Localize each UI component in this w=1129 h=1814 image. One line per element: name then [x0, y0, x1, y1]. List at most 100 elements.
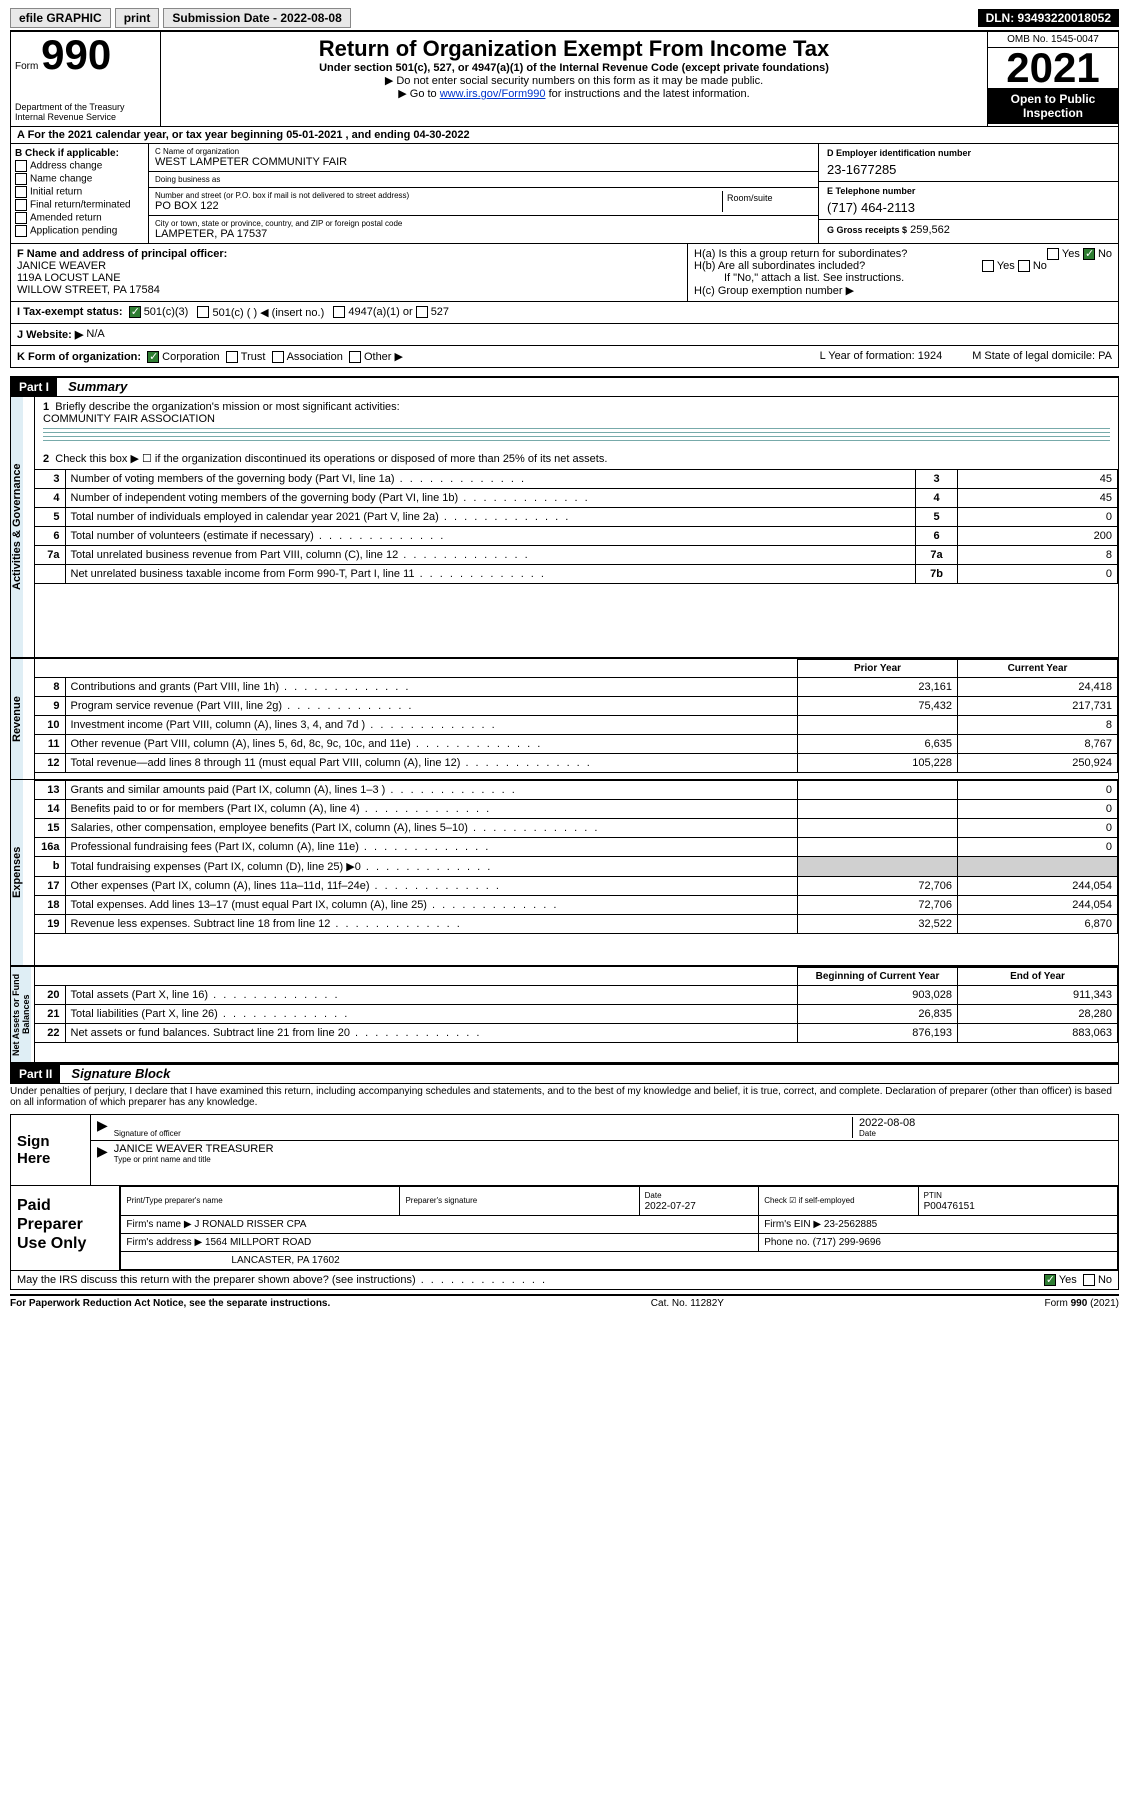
row-j: J Website: ▶ N/A [10, 324, 1119, 346]
h-a: H(a) Is this a group return for subordin… [694, 248, 1112, 260]
table-row: 12Total revenue—add lines 8 through 11 (… [35, 753, 1118, 772]
cb-527[interactable] [416, 306, 428, 318]
footer: For Paperwork Reduction Act Notice, see … [10, 1294, 1119, 1311]
irs-link[interactable]: www.irs.gov/Form990 [440, 88, 546, 100]
addr-lbl: Number and street (or P.O. box if mail i… [155, 191, 722, 200]
table-row: 21Total liabilities (Part X, line 26)26,… [35, 1004, 1118, 1023]
cb-corp[interactable] [147, 351, 159, 363]
b-opt-initial[interactable]: Initial return [15, 186, 144, 198]
table-row: 9Program service revenue (Part VIII, lin… [35, 696, 1118, 715]
vert-net: Net Assets or Fund Balances [11, 967, 31, 1062]
table-row: 4Number of independent voting members of… [35, 488, 1118, 507]
col-deg: D Employer identification number 23-1677… [818, 144, 1118, 243]
open-public: Open to Public Inspection [988, 88, 1118, 124]
h-b-note: If "No," attach a list. See instructions… [694, 272, 1112, 284]
table-row: 3Number of voting members of the governi… [35, 469, 1118, 488]
cb-mayirs-yes[interactable] [1044, 1274, 1056, 1286]
cat-no: Cat. No. 11282Y [330, 1298, 1044, 1309]
b-opt-amended[interactable]: Amended return [15, 212, 144, 224]
table-row: 22Net assets or fund balances. Subtract … [35, 1023, 1118, 1042]
firm-addr: 1564 MILLPORT ROAD [205, 1237, 311, 1248]
b-opt-final[interactable]: Final return/terminated [15, 199, 144, 211]
org-name: WEST LAMPETER COMMUNITY FAIR [155, 156, 812, 168]
table-row: 10Investment income (Part VIII, column (… [35, 715, 1118, 734]
top-bar: efile GRAPHIC print Submission Date - 20… [10, 8, 1119, 28]
cb-trust[interactable] [226, 351, 238, 363]
row-fh: F Name and address of principal officer:… [10, 244, 1119, 302]
declaration: Under penalties of perjury, I declare th… [10, 1084, 1119, 1114]
b-opt-address[interactable]: Address change [15, 160, 144, 172]
line-a-text: A For the 2021 calendar year, or tax yea… [17, 129, 470, 141]
table-row: 20Total assets (Part X, line 16)903,0289… [35, 985, 1118, 1004]
officer-name: JANICE WEAVER [17, 260, 681, 272]
sign-block: Sign Here ▶ Signature of officer 2022-08… [10, 1114, 1119, 1186]
cb-501c[interactable] [197, 306, 209, 318]
firm-phone: (717) 299-9696 [813, 1237, 881, 1248]
table-row: 17Other expenses (Part IX, column (A), l… [35, 876, 1118, 895]
dept-treasury: Department of the Treasury Internal Reve… [15, 102, 156, 122]
table-row: 16aProfessional fundraising fees (Part I… [35, 837, 1118, 856]
dln: DLN: 93493220018052 [978, 9, 1119, 27]
paid-label: Paid Preparer Use Only [11, 1186, 120, 1270]
table-row: 7aTotal unrelated business revenue from … [35, 545, 1118, 564]
may-irs-row: May the IRS discuss this return with the… [10, 1271, 1119, 1290]
table-row: 13Grants and similar amounts paid (Part … [35, 780, 1118, 799]
suite-lbl: Room/suite [722, 191, 812, 212]
officer-addr2: WILLOW STREET, PA 17584 [17, 284, 681, 296]
b-opt-name[interactable]: Name change [15, 173, 144, 185]
table-row: 11Other revenue (Part VIII, column (A), … [35, 734, 1118, 753]
exp-table: 13Grants and similar amounts paid (Part … [35, 780, 1118, 934]
vert-exp: Expenses [11, 780, 23, 965]
k-lbl: K Form of organization: [17, 351, 141, 363]
cb-4947[interactable] [333, 306, 345, 318]
paid-preparer: Paid Preparer Use Only Print/Type prepar… [10, 1186, 1119, 1271]
print-button[interactable]: print [115, 8, 160, 28]
mission: COMMUNITY FAIR ASSOCIATION [43, 413, 215, 425]
c-name-lbl: C Name of organization [155, 147, 812, 156]
summary-block: Activities & Governance 1 Briefly descri… [10, 397, 1119, 1063]
website: N/A [86, 328, 104, 341]
sig-date-lbl: Date [859, 1129, 1112, 1138]
cb-501c3[interactable] [129, 306, 141, 318]
cb-other[interactable] [349, 351, 361, 363]
table-row: 19Revenue less expenses. Subtract line 1… [35, 914, 1118, 933]
col-b: B Check if applicable: Address change Na… [11, 144, 149, 243]
mayirs-q: May the IRS discuss this return with the… [17, 1274, 547, 1286]
ssn-note: ▶ Do not enter social security numbers o… [165, 74, 983, 87]
table-row: 5Total number of individuals employed in… [35, 507, 1118, 526]
j-lbl: J Website: ▶ [17, 328, 83, 341]
state-domicile: M State of legal domicile: PA [972, 350, 1112, 363]
officer-print-lbl: Type or print name and title [114, 1155, 1112, 1164]
ein: 23-1677285 [827, 158, 1110, 177]
gov-table: 3Number of voting members of the governi… [35, 469, 1118, 584]
form-title: Return of Organization Exempt From Incom… [165, 36, 983, 62]
form-header: Form 990 Department of the Treasury Inte… [10, 30, 1119, 127]
tax-year: 2021 [988, 48, 1118, 88]
i-501c: 501(c) ( ) ◀ (insert no.) [212, 306, 324, 319]
part1-header: Part I Summary [10, 376, 1119, 397]
table-row: 18Total expenses. Add lines 13–17 (must … [35, 895, 1118, 914]
table-row: 15Salaries, other compensation, employee… [35, 818, 1118, 837]
table-row: Net unrelated business taxable income fr… [35, 564, 1118, 583]
b-opt-pending[interactable]: Application pending [15, 225, 144, 237]
goto-note: ▶ Go to www.irs.gov/Form990 for instruct… [165, 87, 983, 100]
sig-officer-lbl: Signature of officer [114, 1129, 852, 1138]
sig-date: 2022-08-08 [859, 1117, 1112, 1129]
arrow-icon: ▶ [97, 1143, 108, 1164]
part1-badge: Part I [11, 378, 57, 396]
city-lbl: City or town, state or province, country… [155, 219, 812, 228]
rev-table: Prior YearCurrent Year 8Contributions an… [35, 659, 1118, 773]
dba-lbl: Doing business as [155, 175, 812, 184]
table-row: 6Total number of volunteers (estimate if… [35, 526, 1118, 545]
block-bcdeg: B Check if applicable: Address change Na… [10, 144, 1119, 244]
form-subtitle: Under section 501(c), 527, or 4947(a)(1)… [165, 62, 983, 74]
street: PO BOX 122 [155, 200, 722, 212]
year-formation: L Year of formation: 1924 [820, 350, 943, 363]
cb-mayirs-no[interactable] [1083, 1274, 1095, 1286]
table-row: 14Benefits paid to or for members (Part … [35, 799, 1118, 818]
form-number: 990 [41, 31, 111, 78]
cb-assoc[interactable] [272, 351, 284, 363]
line-a: A For the 2021 calendar year, or tax yea… [10, 127, 1119, 144]
goto-post: for instructions and the latest informat… [549, 88, 750, 100]
firm-name: J RONALD RISSER CPA [194, 1219, 306, 1230]
